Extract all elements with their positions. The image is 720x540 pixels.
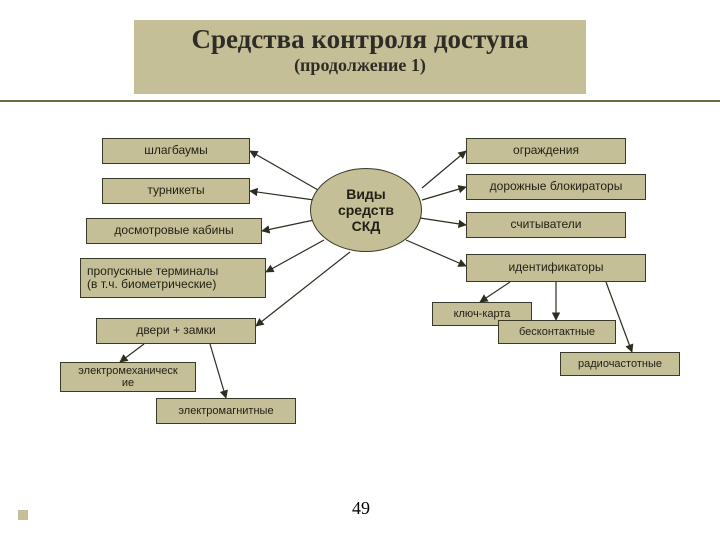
footnote-marker [18,510,28,520]
edge [422,187,466,200]
node-n-shlagbaumy: шлагбаумы [102,138,250,164]
divider-line [0,100,720,102]
edge [266,240,324,272]
edge [250,151,318,190]
page-number: 49 [352,498,370,519]
edge [250,191,314,200]
title-subtitle: (продолжение 1) [134,55,586,76]
node-n-schit: считыватели [466,212,626,238]
node-n-beskont: бесконтактные [498,320,616,344]
edge [210,344,226,398]
title-box: Средства контроля доступа (продолжение 1… [134,20,586,94]
edge [120,344,144,362]
title-main: Средства контроля доступа [134,24,586,55]
node-n-elektromag: электромагнитные [156,398,296,424]
edge [256,252,350,326]
center-node: ВидысредствСКД [310,168,422,252]
node-n-ograzh: ограждения [466,138,626,164]
node-n-propusk: пропускные терминалы(в т.ч. биометрическ… [80,258,266,298]
node-n-ident: идентификаторы [466,254,646,282]
diagram-stage: Средства контроля доступа (продолжение 1… [0,0,720,540]
node-n-dorblok: дорожные блокираторы [466,174,646,200]
edge [262,220,314,231]
node-n-dosmotr: досмотровые кабины [86,218,262,244]
node-n-radio: радиочастотные [560,352,680,376]
node-n-elektromekh: электромеханические [60,362,196,392]
edge [480,282,510,302]
edge [406,240,466,266]
center-node-label: ВидысредствСКД [338,186,394,234]
edge [422,151,466,188]
node-n-turnikety: турникеты [102,178,250,204]
node-n-dveri: двери + замки [96,318,256,344]
edge [420,218,466,225]
